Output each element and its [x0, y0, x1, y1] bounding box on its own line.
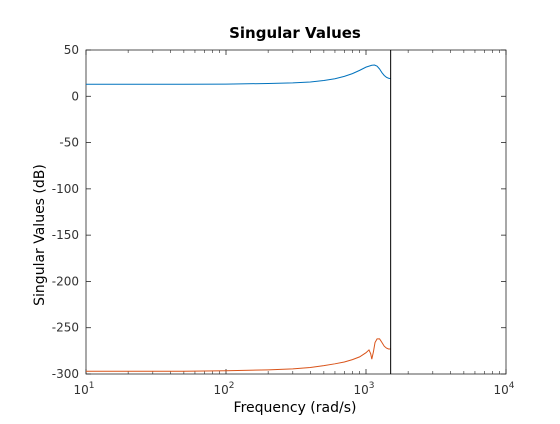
- x-tick-label: 103: [353, 381, 374, 397]
- y-tick-label: -50: [59, 136, 79, 150]
- y-tick-label: -150: [52, 228, 79, 242]
- series-1-line: [86, 64, 391, 85]
- x-axis-label: Frequency (rad/s): [234, 400, 357, 416]
- chart-title: Singular Values: [229, 24, 361, 42]
- x-tick-label: 102: [213, 381, 234, 397]
- axes-box: [85, 49, 507, 375]
- y-tick-label: -300: [52, 367, 79, 381]
- x-tick-label: 101: [73, 381, 94, 397]
- plot-area: 101 102 103 104 50 0 -50 -100 -150 -200 -250 -300: [52, 43, 515, 397]
- x-tick-label: 104: [493, 381, 514, 397]
- y-axis-label: Singular Values (dB): [32, 164, 48, 306]
- y-tick-label: -200: [52, 274, 79, 288]
- y-tick-label: 0: [71, 89, 79, 103]
- y-tick-label: 50: [64, 43, 79, 57]
- series-2-line: [86, 338, 391, 372]
- y-tick-label: -100: [52, 182, 79, 196]
- y-tick-label: -250: [52, 321, 79, 335]
